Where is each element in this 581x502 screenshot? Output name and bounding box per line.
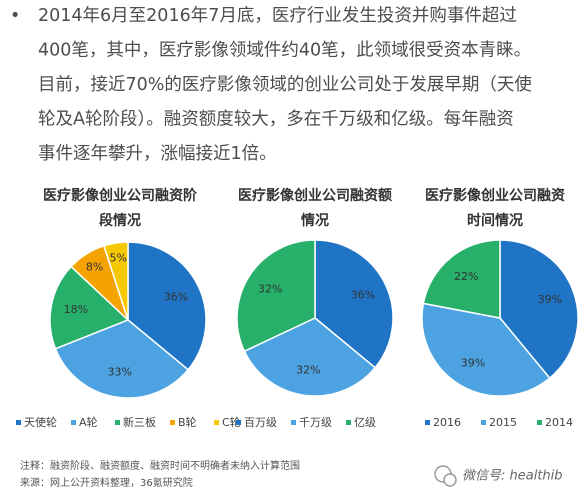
data-label: 36% <box>351 288 375 301</box>
data-label: 32% <box>296 364 320 377</box>
paragraph-line: 400笔，其中，医疗影像领域件约40笔，此领域很受资本青睐。 <box>38 41 531 61</box>
legend-label: 新三板 <box>123 415 156 429</box>
legend-label: 亿级 <box>354 416 376 429</box>
data-label: 18% <box>64 303 88 316</box>
data-label: 8% <box>86 260 103 273</box>
legend-marker <box>425 420 430 425</box>
paragraph-line: 2014年6月至2016年7月底，医疗行业发生投资并购事件超过 <box>38 6 517 26</box>
legend-marker <box>481 420 486 425</box>
note: 注释：融资阶段、融资额度、融资时间不明确者未纳入计算范围 <box>20 459 300 472</box>
legend-label: A轮 <box>79 415 98 429</box>
data-label: 22% <box>454 270 478 283</box>
paragraph-line: 轮及A轮阶段）。融资额度较大，多在千万级和亿级。每年融资 <box>38 110 514 130</box>
data-label: 39% <box>461 357 485 370</box>
pie-slice <box>49 265 130 350</box>
legend-marker <box>236 420 241 425</box>
legend-marker <box>214 420 219 425</box>
legend-marker <box>115 420 120 425</box>
legend-marker <box>71 420 76 425</box>
data-label: 33% <box>107 365 131 378</box>
pie-slice <box>314 239 394 369</box>
legend-marker <box>537 420 542 425</box>
pie-slice <box>421 302 551 397</box>
paragraph-line: 事件逐年攀升，涨幅接近1倍。 <box>38 144 277 164</box>
chart-title: 医疗影像创业公司融资阶 <box>43 187 198 204</box>
pie-slice <box>236 239 316 353</box>
chart-title: 情况 <box>301 212 329 229</box>
note: 来源：网上公开资料整理，36氪研究院 <box>20 476 193 489</box>
data-label: 5% <box>110 251 127 264</box>
legend-label: 2014 <box>545 416 573 429</box>
pie-slice <box>127 241 207 371</box>
pie-slice <box>102 241 129 321</box>
legend-label: B轮 <box>178 415 197 429</box>
legend-label: 千万级 <box>299 416 332 429</box>
legend-marker <box>170 420 175 425</box>
bullet: • <box>10 6 20 26</box>
data-label: 32% <box>258 283 282 296</box>
data-label: 39% <box>538 293 562 306</box>
legend-marker <box>346 420 351 425</box>
chart-title: 医疗影像创业公司融资 <box>425 187 565 204</box>
legend-label: 百万级 <box>244 416 277 429</box>
chart-title: 时间情况 <box>467 212 523 229</box>
legend-marker <box>291 420 296 425</box>
chart-title: 医疗影像创业公司融资额 <box>238 187 392 204</box>
legend-label: C轮 <box>222 415 241 429</box>
legend-label: 2016 <box>433 416 461 429</box>
watermark: 微信号: healthib <box>434 465 563 487</box>
pie-slice <box>54 319 190 399</box>
pie-slice <box>499 239 579 380</box>
legend-label: 2015 <box>489 416 517 429</box>
paragraph-line: 目前，接近70%的医疗影像领域的创业公司处于发展早期（天使 <box>38 74 532 95</box>
legend-marker <box>16 420 21 425</box>
chart-title: 段情况 <box>99 212 141 229</box>
data-label: 36% <box>164 290 188 303</box>
legend-label: 天使轮 <box>24 415 57 429</box>
watermark-icon <box>443 473 457 487</box>
pie-slice <box>243 317 377 397</box>
pie-slice <box>422 239 501 319</box>
watermark-text: 微信号: healthib <box>462 469 563 484</box>
